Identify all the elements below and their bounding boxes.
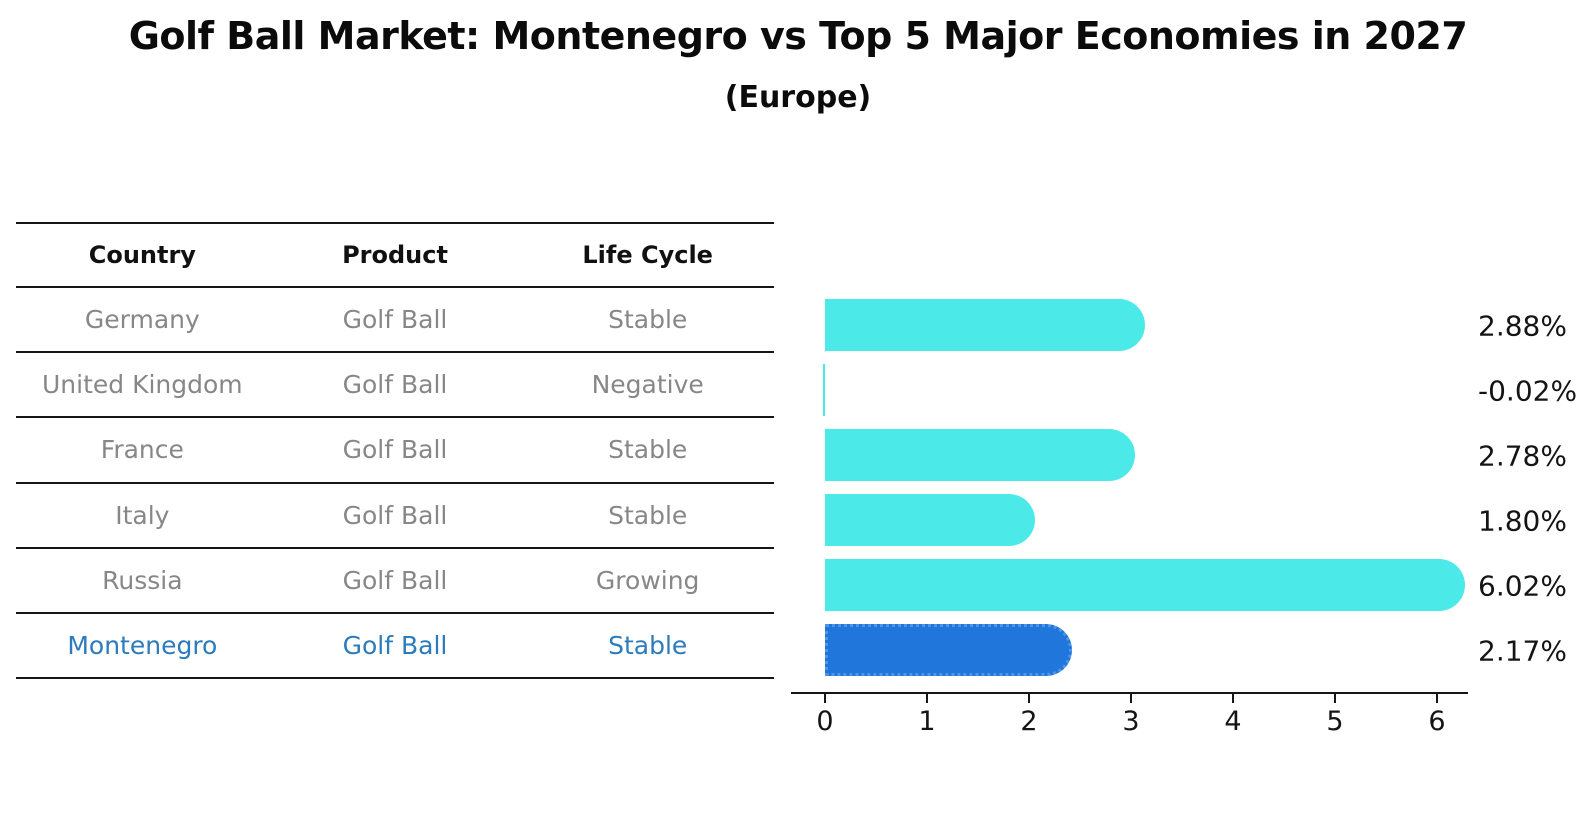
cell-product: Golf Ball (342, 305, 448, 335)
table-row-germany: Germany Golf Ball Stable (16, 288, 774, 354)
chart-subtitle: (Europe) (724, 80, 872, 115)
table-row-france: France Golf Ball Stable (16, 418, 774, 484)
bar-russia (825, 559, 1466, 611)
table-row-italy: Italy Golf Ball Stable (16, 484, 774, 549)
tick-mark (1028, 694, 1030, 703)
tick-label: 0 (816, 706, 834, 737)
cell-country: Italy (115, 500, 170, 530)
tick-mark (926, 694, 928, 703)
tick-mark (1232, 694, 1234, 703)
cell-country: Montenegro (67, 630, 218, 660)
bar-montenegro (825, 624, 1073, 676)
cell-life-cycle: Stable (608, 630, 688, 660)
cell-life-cycle: Stable (608, 500, 688, 530)
cell-life-cycle: Growing (595, 565, 700, 595)
bar-france (825, 429, 1135, 481)
table-row-russia: Russia Golf Ball Growing (16, 549, 774, 614)
x-axis: 0 1 2 3 4 5 6 (791, 694, 1468, 754)
cell-life-cycle: Stable (608, 435, 688, 465)
table-row-montenegro: Montenegro Golf Ball Stable (16, 614, 774, 680)
value-label-russia: 6.02% (1478, 569, 1567, 602)
value-label-united-kingdom: -0.02% (1478, 374, 1578, 407)
chart-row-russia: 6.02% (791, 553, 1567, 618)
tick-mark (824, 694, 826, 703)
tick-label: 3 (1122, 706, 1140, 737)
cell-product: Golf Ball (342, 500, 448, 530)
cell-country: Russia (102, 565, 183, 595)
tick-label: 6 (1428, 706, 1446, 737)
cell-product: Golf Ball (342, 370, 448, 400)
chart-title: Golf Ball Market: Montenegro vs Top 5 Ma… (128, 14, 1468, 58)
chart-row-france: 2.78% (791, 423, 1567, 488)
table-row-united-kingdom: United Kingdom Golf Ball Negative (16, 353, 774, 419)
bar-italy (825, 494, 1035, 546)
cell-product: Golf Ball (342, 435, 448, 465)
chart-row-germany: 2.88% (791, 293, 1567, 358)
value-label-montenegro: 2.17% (1478, 634, 1567, 667)
bar-united-kingdom (822, 364, 825, 416)
bar-chart-plot-area: 2.88% -0.02% 2.78% 1.80% 6.02% 2.17% (791, 280, 1577, 694)
header-country: Country (88, 241, 196, 269)
value-label-germany: 2.88% (1478, 309, 1567, 342)
chart-row-montenegro: 2.17% (791, 618, 1567, 683)
tick-mark (1334, 694, 1336, 703)
tick-label: 1 (918, 706, 936, 737)
cell-product: Golf Ball (342, 565, 448, 595)
chart-row-italy: 1.80% (791, 488, 1567, 553)
tick-label: 4 (1224, 706, 1242, 737)
tick-label: 2 (1020, 706, 1038, 737)
tick-mark (1130, 694, 1132, 703)
header-product: Product (342, 241, 448, 269)
value-label-italy: 1.80% (1478, 504, 1567, 537)
value-label-france: 2.78% (1478, 439, 1567, 472)
bar-germany (825, 299, 1145, 351)
table-header-row: Country Product Life Cycle (16, 224, 774, 288)
chart-row-united-kingdom: -0.02% (791, 358, 1577, 423)
tick-label: 5 (1326, 706, 1344, 737)
header-life-cycle: Life Cycle (582, 241, 713, 269)
country-table: Country Product Life Cycle Germany Golf … (16, 222, 774, 680)
cell-country: Germany (84, 305, 200, 335)
cell-life-cycle: Negative (591, 370, 704, 400)
bars-container: 2.88% -0.02% 2.78% 1.80% 6.02% 2.17% (791, 293, 1577, 683)
cell-product: Golf Ball (342, 630, 448, 660)
cell-country: France (100, 435, 184, 465)
cell-country: United Kingdom (42, 370, 243, 400)
cell-life-cycle: Stable (608, 305, 688, 335)
tick-mark (1436, 694, 1438, 703)
